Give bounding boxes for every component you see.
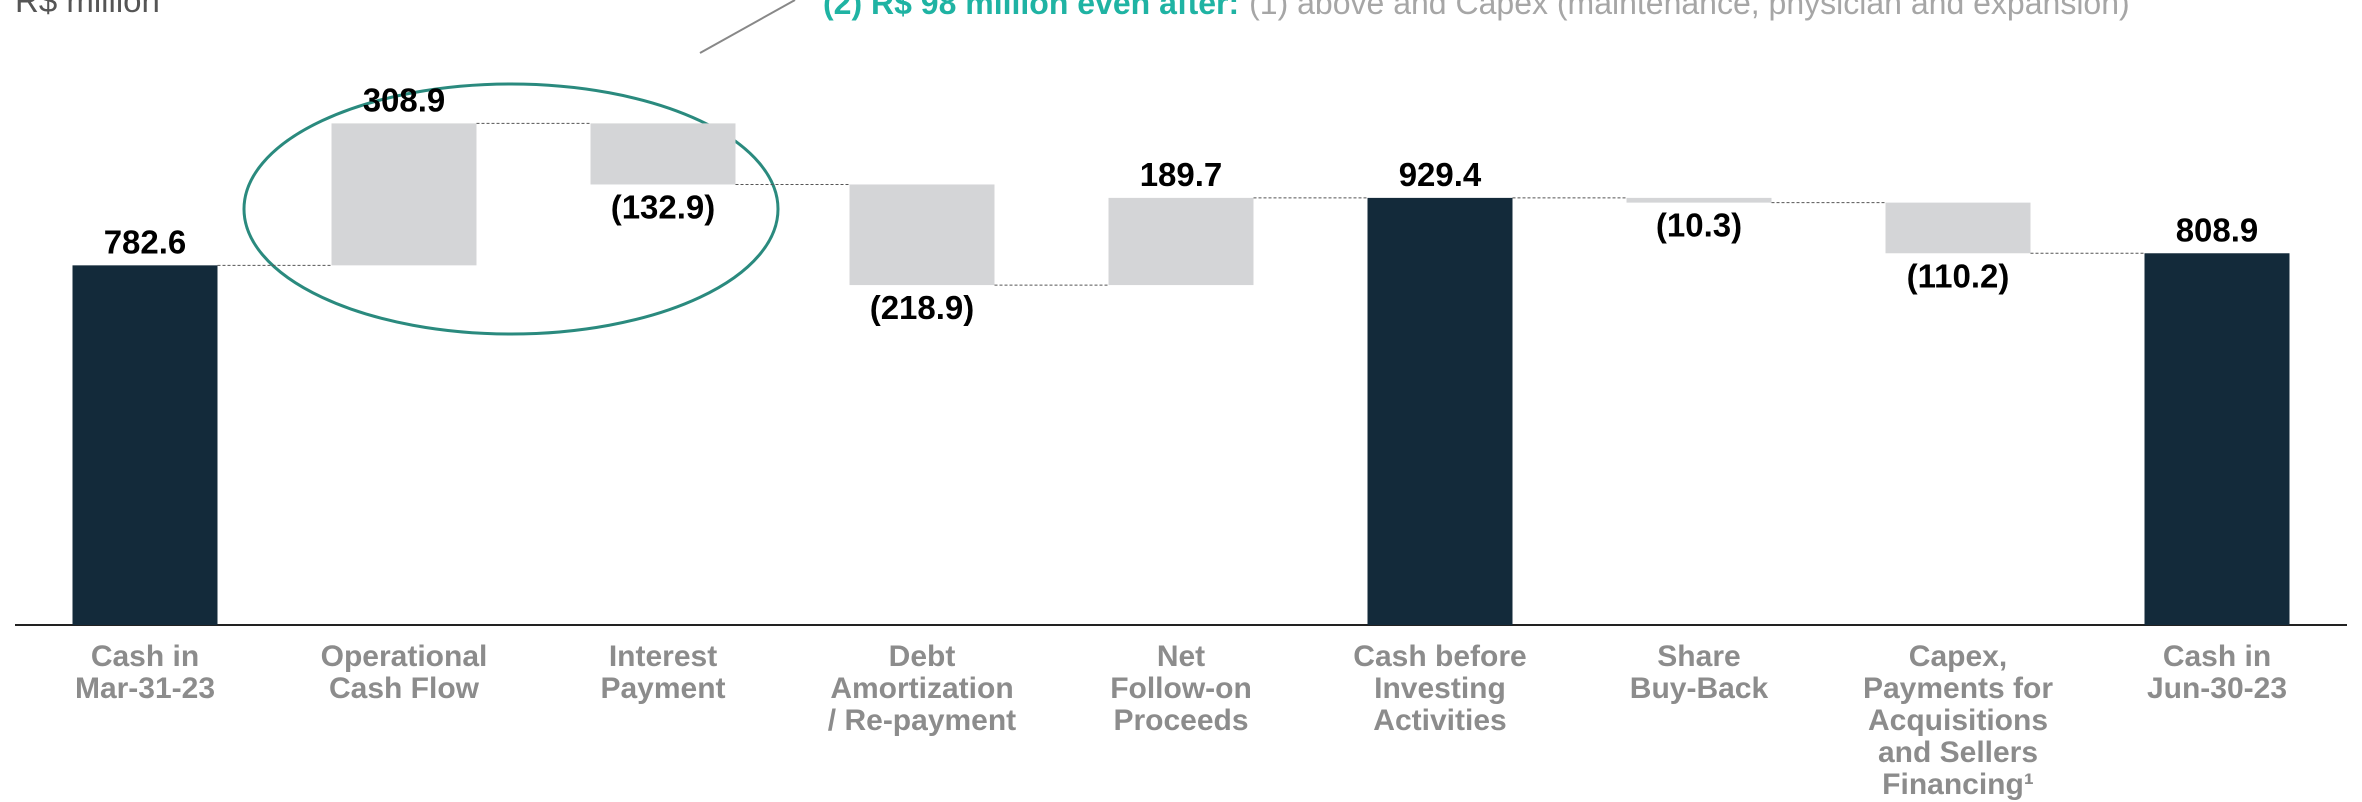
x-tick-label-line: Proceeds — [1113, 704, 1248, 737]
x-tick-label: Debt Amortization / Re-payment — [828, 640, 1016, 737]
x-tick-label-line: Amortization — [830, 672, 1013, 705]
x-tick-label-line: Financing¹ — [1882, 768, 2034, 801]
annotation: (2) R$ 98 million even after: (1) above a… — [823, 0, 2130, 21]
x-tick-label-line: and Sellers — [1878, 736, 2038, 769]
value-label: 189.7 — [1140, 156, 1223, 193]
value-label: (10.3) — [1656, 207, 1742, 244]
x-tick-label-line: Acquisitions — [1868, 704, 2048, 737]
x-tick-label: Cash in Jun-30-23 — [2147, 640, 2287, 705]
x-tick-label-line: Cash before — [1353, 640, 1526, 673]
bar — [1367, 197, 1513, 625]
x-tick-label-line: Jun-30-23 — [2147, 672, 2287, 705]
x-tick-label: Cash in Mar-31-23 — [75, 640, 215, 705]
x-tick-label-line: Payment — [600, 672, 725, 705]
value-label: (218.9) — [870, 289, 975, 326]
unit-label: R$ million — [15, 0, 160, 19]
x-tick-label-line: Capex, — [1909, 640, 2007, 673]
x-tick-label-line: Buy-Back — [1630, 672, 1769, 705]
annotation-pointer — [699, 0, 796, 54]
x-tick-label-line: Investing — [1374, 672, 1506, 705]
x-tick-label-line: Interest — [609, 640, 717, 673]
x-tick-label: Net Follow-on Proceeds — [1110, 640, 1252, 737]
annotation-text: (1) above and Capex (maintenance, physic… — [1249, 0, 2130, 21]
x-tick-label-line: Payments for — [1863, 672, 2053, 705]
bar — [1885, 202, 2031, 254]
value-label: 308.9 — [363, 81, 446, 118]
x-tick-label-line: / Re-payment — [828, 704, 1016, 737]
annotation-highlight: (2) R$ 98 million even after: — [823, 0, 1239, 21]
value-label: (132.9) — [611, 188, 716, 225]
x-tick-label-line: Cash in — [91, 640, 199, 673]
bar — [849, 184, 995, 286]
x-tick-label: Share Buy-Back — [1630, 640, 1769, 705]
x-tick-label-line: Net — [1157, 640, 1205, 673]
x-tick-label-line: Cash Flow — [329, 672, 480, 705]
bar — [331, 123, 477, 266]
x-tick-label-line: Cash in — [2163, 640, 2271, 673]
bar — [1626, 197, 1772, 203]
bar — [2144, 253, 2290, 625]
x-tick-label: Cash before Investing Activities — [1353, 640, 1526, 737]
x-tick-label: Interest Payment — [600, 640, 725, 705]
value-label: (110.2) — [1907, 257, 2010, 294]
x-tick-label: Capex, Payments for Acquisitions and Seller… — [1863, 640, 2053, 801]
bar — [72, 265, 218, 625]
x-tick-label-line: Mar-31-23 — [75, 672, 215, 705]
x-tick-label-line: Share — [1657, 640, 1740, 673]
value-label: 782.6 — [104, 223, 187, 260]
value-label: 929.4 — [1399, 156, 1482, 193]
bar — [1108, 197, 1254, 286]
highlight-ellipse — [242, 82, 780, 336]
x-tick-label: Operational Cash Flow — [321, 640, 488, 705]
x-tick-label-line: Operational — [321, 640, 488, 673]
x-tick-label-line: Follow-on — [1110, 672, 1252, 705]
x-tick-label-line: Activities — [1373, 704, 1506, 737]
value-label: 808.9 — [2176, 211, 2259, 248]
x-tick-label-line: Debt — [889, 640, 956, 673]
bar — [590, 123, 736, 185]
